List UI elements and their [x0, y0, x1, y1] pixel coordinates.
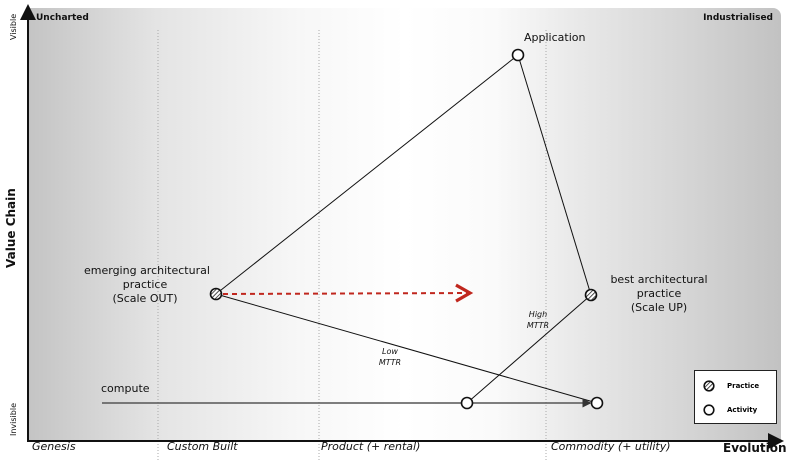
- legend: Practice Activity: [694, 370, 777, 424]
- low-mttr-note: Low MTTR: [370, 346, 410, 368]
- application-node: [511, 48, 525, 62]
- plot-area: [29, 8, 781, 441]
- emerging-practice-node: [209, 287, 223, 301]
- legend-activity-label: Activity: [727, 406, 758, 414]
- legend-activity: Activity: [703, 404, 757, 416]
- value-chain-label: Value Chain: [4, 188, 18, 268]
- compute-node: [460, 396, 474, 410]
- high-mttr-line1: High: [528, 310, 548, 319]
- practice-icon: [703, 380, 715, 392]
- best-line2: practice: [636, 287, 682, 300]
- stage-product: Product (+ rental): [321, 440, 421, 453]
- compute-commodity-node: [590, 396, 604, 410]
- stage-genesis: Genesis: [32, 440, 76, 453]
- movement-arrow: [222, 283, 474, 303]
- low-mttr-line2: MTTR: [378, 358, 402, 367]
- best-practice-label: best architectural practice (Scale UP): [609, 273, 709, 315]
- legend-practice-label: Practice: [727, 382, 760, 390]
- low-mttr-line1: Low: [382, 347, 398, 356]
- high-mttr-note: High MTTR: [518, 309, 558, 331]
- emerging-line2: practice: [122, 278, 168, 291]
- activity-icon: [703, 404, 715, 416]
- stage-dividers: [157, 30, 547, 462]
- best-practice-node: [584, 288, 598, 302]
- links: [215, 54, 598, 404]
- best-line3: (Scale UP): [630, 301, 688, 314]
- legend-practice: Practice: [703, 380, 759, 392]
- stage-custom-built: Custom Built: [167, 440, 238, 453]
- invisible-label: Invisible: [9, 403, 18, 436]
- emerging-line3: (Scale OUT): [112, 292, 178, 305]
- application-label: Application: [524, 31, 586, 44]
- uncharted-label: Uncharted: [36, 13, 89, 23]
- industrialised-label: Industrialised: [703, 13, 773, 23]
- evolution-label: Evolution: [723, 441, 787, 455]
- emerging-practice-label: emerging architectural practice (Scale O…: [84, 264, 210, 306]
- high-mttr-line2: MTTR: [526, 321, 550, 330]
- visible-label: Visible: [9, 13, 18, 40]
- stage-commodity: Commodity (+ utility): [551, 440, 671, 453]
- best-line1: best architectural: [610, 273, 708, 286]
- emerging-line1: emerging architectural: [84, 264, 210, 277]
- compute-label: compute: [101, 382, 150, 395]
